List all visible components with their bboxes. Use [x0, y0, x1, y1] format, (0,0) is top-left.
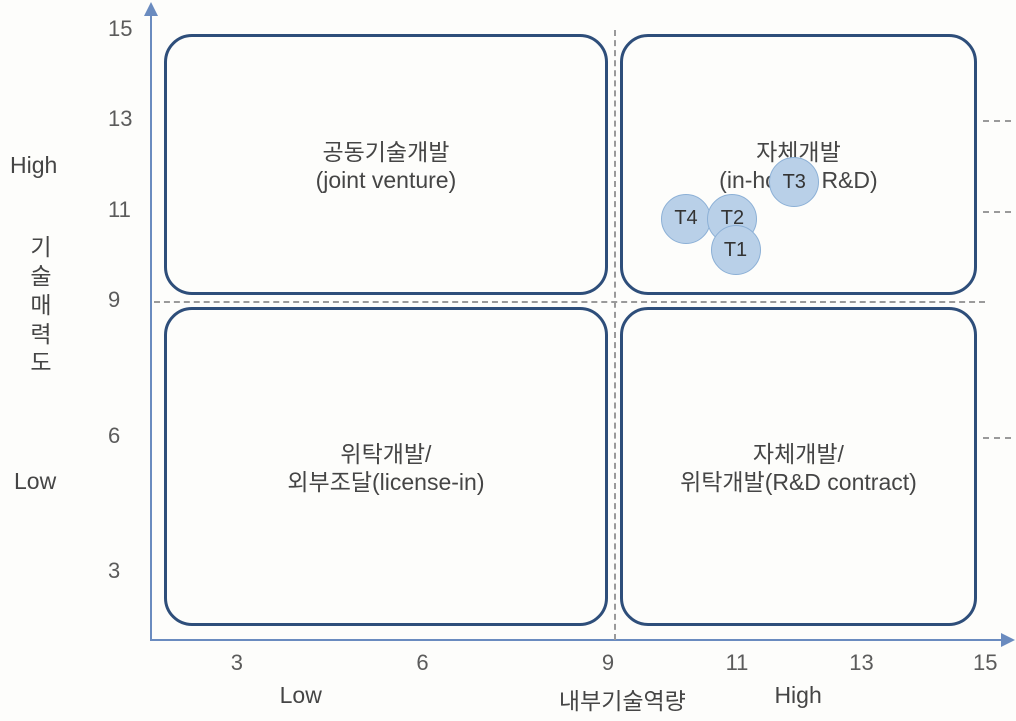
y-high-label: High: [10, 152, 57, 179]
mid-horizontal-divider: [154, 301, 985, 303]
x-tick-label: 6: [416, 650, 428, 676]
x-tick-label: 3: [231, 650, 243, 676]
y-tick-label: 15: [108, 16, 132, 42]
x-low-label: Low: [280, 682, 322, 709]
y-axis-title: 기술매력도: [28, 233, 54, 377]
bubble-t4: T4: [661, 194, 711, 244]
x-tick-label: 11: [726, 650, 749, 676]
right-tick-dash: [983, 211, 1011, 213]
x-axis-title: 내부기술역량: [559, 682, 686, 716]
y-tick-label: 6: [108, 423, 120, 449]
x-tick-label: 9: [602, 650, 614, 676]
mid-vertical-divider: [614, 30, 616, 640]
quadrant-chart: 공동기술개발(joint venture)자체개발(in-house R&D)위…: [0, 0, 1016, 721]
right-tick-dash: [983, 437, 1011, 439]
right-tick-dash: [983, 120, 1011, 122]
y-tick-label: 3: [108, 558, 120, 584]
y-axis-arrow-icon: [144, 2, 158, 16]
x-tick-label: 15: [973, 650, 997, 676]
quadrant-bot-right: 자체개발/위탁개발(R&D contract): [620, 307, 977, 626]
quadrant-label-bot-left: 위탁개발/외부조달(license-in): [167, 440, 605, 498]
x-high-label: High: [774, 682, 821, 709]
bubble-t1: T1: [711, 225, 761, 275]
quadrant-label-top-left: 공동기술개발(joint venture): [167, 138, 605, 196]
quadrant-bot-left: 위탁개발/외부조달(license-in): [164, 307, 608, 626]
y-tick-label: 9: [108, 287, 120, 313]
y-tick-label: 11: [108, 197, 131, 223]
quadrant-label-bot-right: 자체개발/위탁개발(R&D contract): [623, 440, 974, 498]
y-low-label: Low: [14, 468, 56, 495]
x-axis-line: [150, 639, 1003, 641]
y-tick-label: 13: [108, 106, 132, 132]
quadrant-top-left: 공동기술개발(joint venture): [164, 34, 608, 295]
x-tick-label: 13: [849, 650, 873, 676]
x-axis-arrow-icon: [1001, 633, 1015, 647]
y-axis-line: [150, 12, 152, 640]
